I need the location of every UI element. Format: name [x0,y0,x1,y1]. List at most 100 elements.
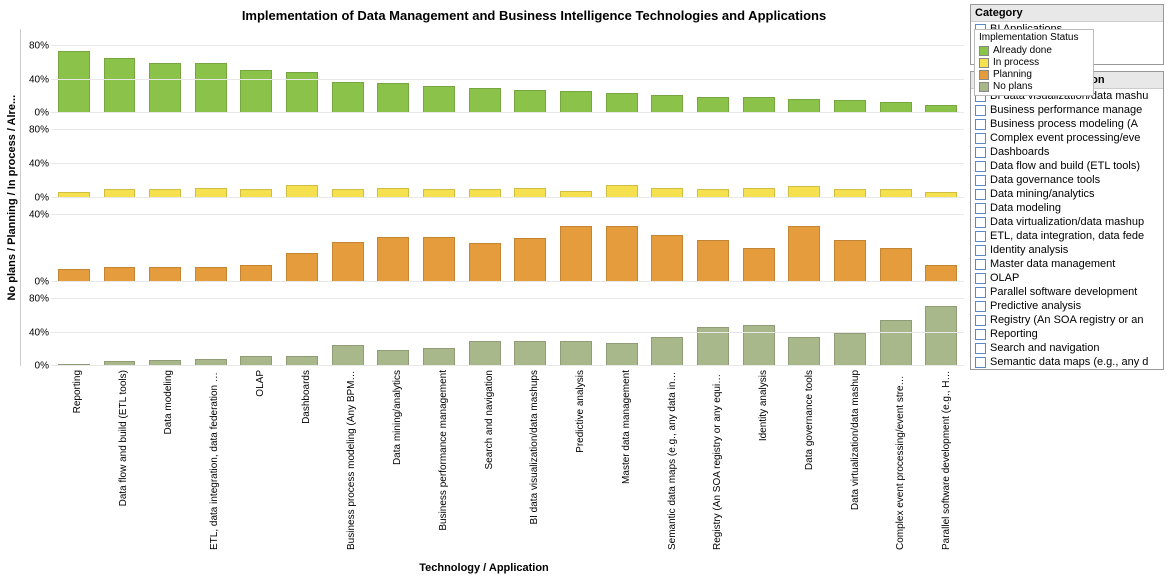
legend-item[interactable]: Planning [979,69,1089,80]
bar-col [736,113,782,197]
bar [834,100,866,113]
filter-item[interactable]: Data virtualization/data mashup [971,215,1163,229]
filter-item[interactable]: Data flow and build (ETL tools) [971,159,1163,173]
filter-item-label: Semantic data maps (e.g., any d [990,356,1148,368]
checkbox-icon[interactable] [975,315,986,326]
bar-col [599,282,645,366]
ytick: 40% [29,158,49,169]
legend-label: No plans [993,81,1032,92]
filter-item[interactable]: OLAP [971,271,1163,285]
ytick: 80% [29,293,49,304]
legend-item[interactable]: No plans [979,81,1089,92]
bar-col [416,282,462,366]
legend-swatch [979,46,989,56]
bar-col [782,113,828,197]
filter-item[interactable]: Semantic data maps (e.g., any d [971,355,1163,369]
bar [423,86,455,113]
bar-col [918,198,964,282]
filter-item[interactable]: Reporting [971,327,1163,341]
x-label: Complex event processing/event stream pr… [873,366,919,560]
bar [149,63,181,114]
bar-col [371,198,417,282]
checkbox-icon[interactable] [975,357,986,368]
ytick: 80% [29,40,49,51]
bar-col [873,198,919,282]
bar-col [827,198,873,282]
filter-item[interactable]: Registry (An SOA registry or an [971,313,1163,327]
checkbox-icon[interactable] [975,287,986,298]
bar-col [827,282,873,366]
filter-item[interactable]: Data mining/analytics [971,187,1163,201]
bar-col [508,113,554,197]
ytick: 40% [29,209,49,220]
bar-col [97,29,143,113]
chart-title: Implementation of Data Management and Bu… [104,4,964,29]
checkbox-icon[interactable] [975,105,986,116]
bar-col [782,29,828,113]
legend: Implementation Status Already doneIn pro… [974,29,1094,96]
ytick: 0% [35,361,49,372]
filter-item[interactable]: Identity analysis [971,243,1163,257]
bar-col [416,29,462,113]
checkbox-icon[interactable] [975,343,986,354]
filter-item[interactable]: ETL, data integration, data fede [971,229,1163,243]
filter-item[interactable]: Search and navigation [971,341,1163,355]
checkbox-icon[interactable] [975,133,986,144]
filter-item-label: Dashboards [990,146,1049,158]
bar [332,242,364,282]
bar-col [325,113,371,197]
filter-item[interactable]: Master data management [971,257,1163,271]
x-label: Identity analysis [735,366,781,560]
bar-col [599,198,645,282]
checkbox-icon[interactable] [975,301,986,312]
x-label: Search and navigation [461,366,507,560]
checkbox-icon[interactable] [975,119,986,130]
bar-col [553,113,599,197]
filter-item-label: Complex event processing/eve [990,132,1140,144]
bar [834,333,866,367]
checkbox-icon[interactable] [975,329,986,340]
bar-col [873,29,919,113]
legend-item[interactable]: Already done [979,45,1089,56]
chart-area: Implementation of Data Management and Bu… [4,4,964,576]
checkbox-icon[interactable] [975,161,986,172]
bar [514,238,546,282]
bar [651,337,683,367]
checkbox-icon[interactable] [975,217,986,228]
filter-item-label: Predictive analysis [990,300,1081,312]
bar-col [51,198,97,282]
bar-col [918,29,964,113]
x-label: BI data visualization/data mashups [507,366,553,560]
checkbox-icon[interactable] [975,245,986,256]
filter-item[interactable]: Data modeling [971,201,1163,215]
bar [469,88,501,113]
filter-item[interactable]: Dashboards [971,145,1163,159]
bar-col [325,29,371,113]
checkbox-icon[interactable] [975,259,986,270]
checkbox-icon[interactable] [975,231,986,242]
bar [240,70,272,114]
bar-col [645,29,691,113]
filter-item[interactable]: Business process modeling (A [971,117,1163,131]
checkbox-icon[interactable] [975,175,986,186]
legend-swatch [979,70,989,80]
filter-item[interactable]: Parallel software development [971,285,1163,299]
filter-item[interactable]: Predictive analysis [971,299,1163,313]
filter-category-header: Category [971,5,1163,22]
filter-item[interactable]: Business performance manage [971,103,1163,117]
checkbox-icon[interactable] [975,273,986,284]
x-label: Registry (An SOA registry or any equival… [690,366,736,560]
bar [788,226,820,282]
bar-col [736,282,782,366]
x-label: Semantic data maps (e.g., any data integ… [644,366,690,560]
filter-item[interactable]: Data governance tools [971,173,1163,187]
x-label: Data modeling [141,366,187,560]
legend-item[interactable]: In process [979,57,1089,68]
bar-col [827,113,873,197]
filter-item-label: Data governance tools [990,174,1100,186]
checkbox-icon[interactable] [975,189,986,200]
bar-col [188,29,234,113]
checkbox-icon[interactable] [975,203,986,214]
filter-item[interactable]: Complex event processing/eve [971,131,1163,145]
checkbox-icon[interactable] [975,147,986,158]
